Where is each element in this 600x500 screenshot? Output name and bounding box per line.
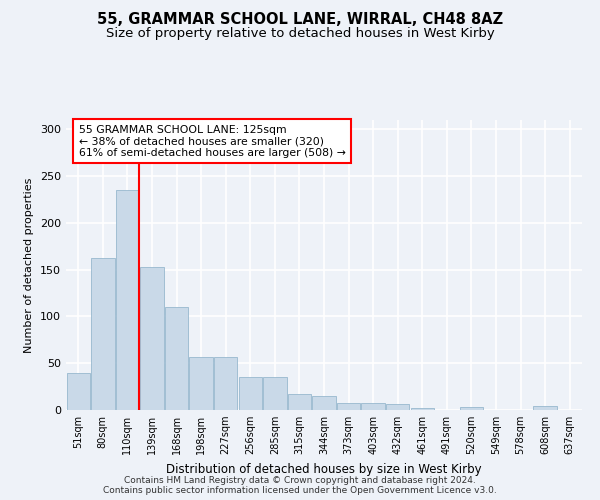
Bar <box>460 407 483 410</box>
Bar <box>313 396 335 410</box>
Bar <box>386 404 409 410</box>
Bar <box>337 402 360 410</box>
Bar <box>91 258 115 410</box>
Bar <box>239 378 262 410</box>
Text: Size of property relative to detached houses in West Kirby: Size of property relative to detached ho… <box>106 28 494 40</box>
Bar <box>190 356 213 410</box>
Bar <box>140 267 164 410</box>
X-axis label: Distribution of detached houses by size in West Kirby: Distribution of detached houses by size … <box>166 462 482 475</box>
Bar <box>116 190 139 410</box>
Y-axis label: Number of detached properties: Number of detached properties <box>25 178 34 352</box>
Bar <box>533 406 557 410</box>
Text: 55, GRAMMAR SCHOOL LANE, WIRRAL, CH48 8AZ: 55, GRAMMAR SCHOOL LANE, WIRRAL, CH48 8A… <box>97 12 503 28</box>
Bar <box>165 307 188 410</box>
Text: Contains HM Land Registry data © Crown copyright and database right 2024.
Contai: Contains HM Land Registry data © Crown c… <box>103 476 497 495</box>
Bar <box>288 394 311 410</box>
Bar <box>67 372 90 410</box>
Text: 55 GRAMMAR SCHOOL LANE: 125sqm
← 38% of detached houses are smaller (320)
61% of: 55 GRAMMAR SCHOOL LANE: 125sqm ← 38% of … <box>79 124 346 158</box>
Bar <box>263 378 287 410</box>
Bar <box>214 356 238 410</box>
Bar <box>410 408 434 410</box>
Bar <box>361 402 385 410</box>
